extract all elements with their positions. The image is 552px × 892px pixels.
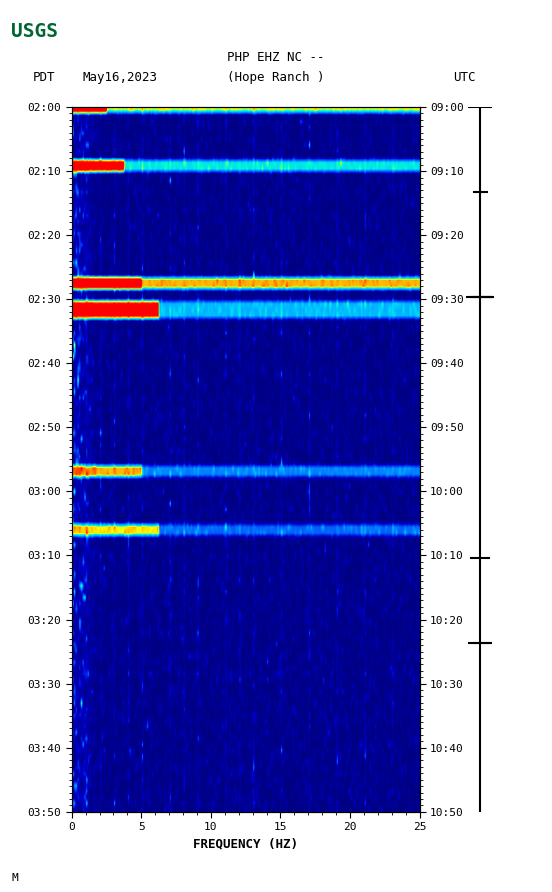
Text: M: M [11,873,18,883]
Text: May16,2023: May16,2023 [83,71,158,84]
Text: USGS: USGS [11,22,58,41]
Text: PHP EHZ NC --: PHP EHZ NC -- [227,52,325,64]
X-axis label: FREQUENCY (HZ): FREQUENCY (HZ) [193,838,298,851]
Text: UTC: UTC [453,71,475,84]
Text: (Hope Ranch ): (Hope Ranch ) [227,71,325,84]
Text: PDT: PDT [33,71,56,84]
